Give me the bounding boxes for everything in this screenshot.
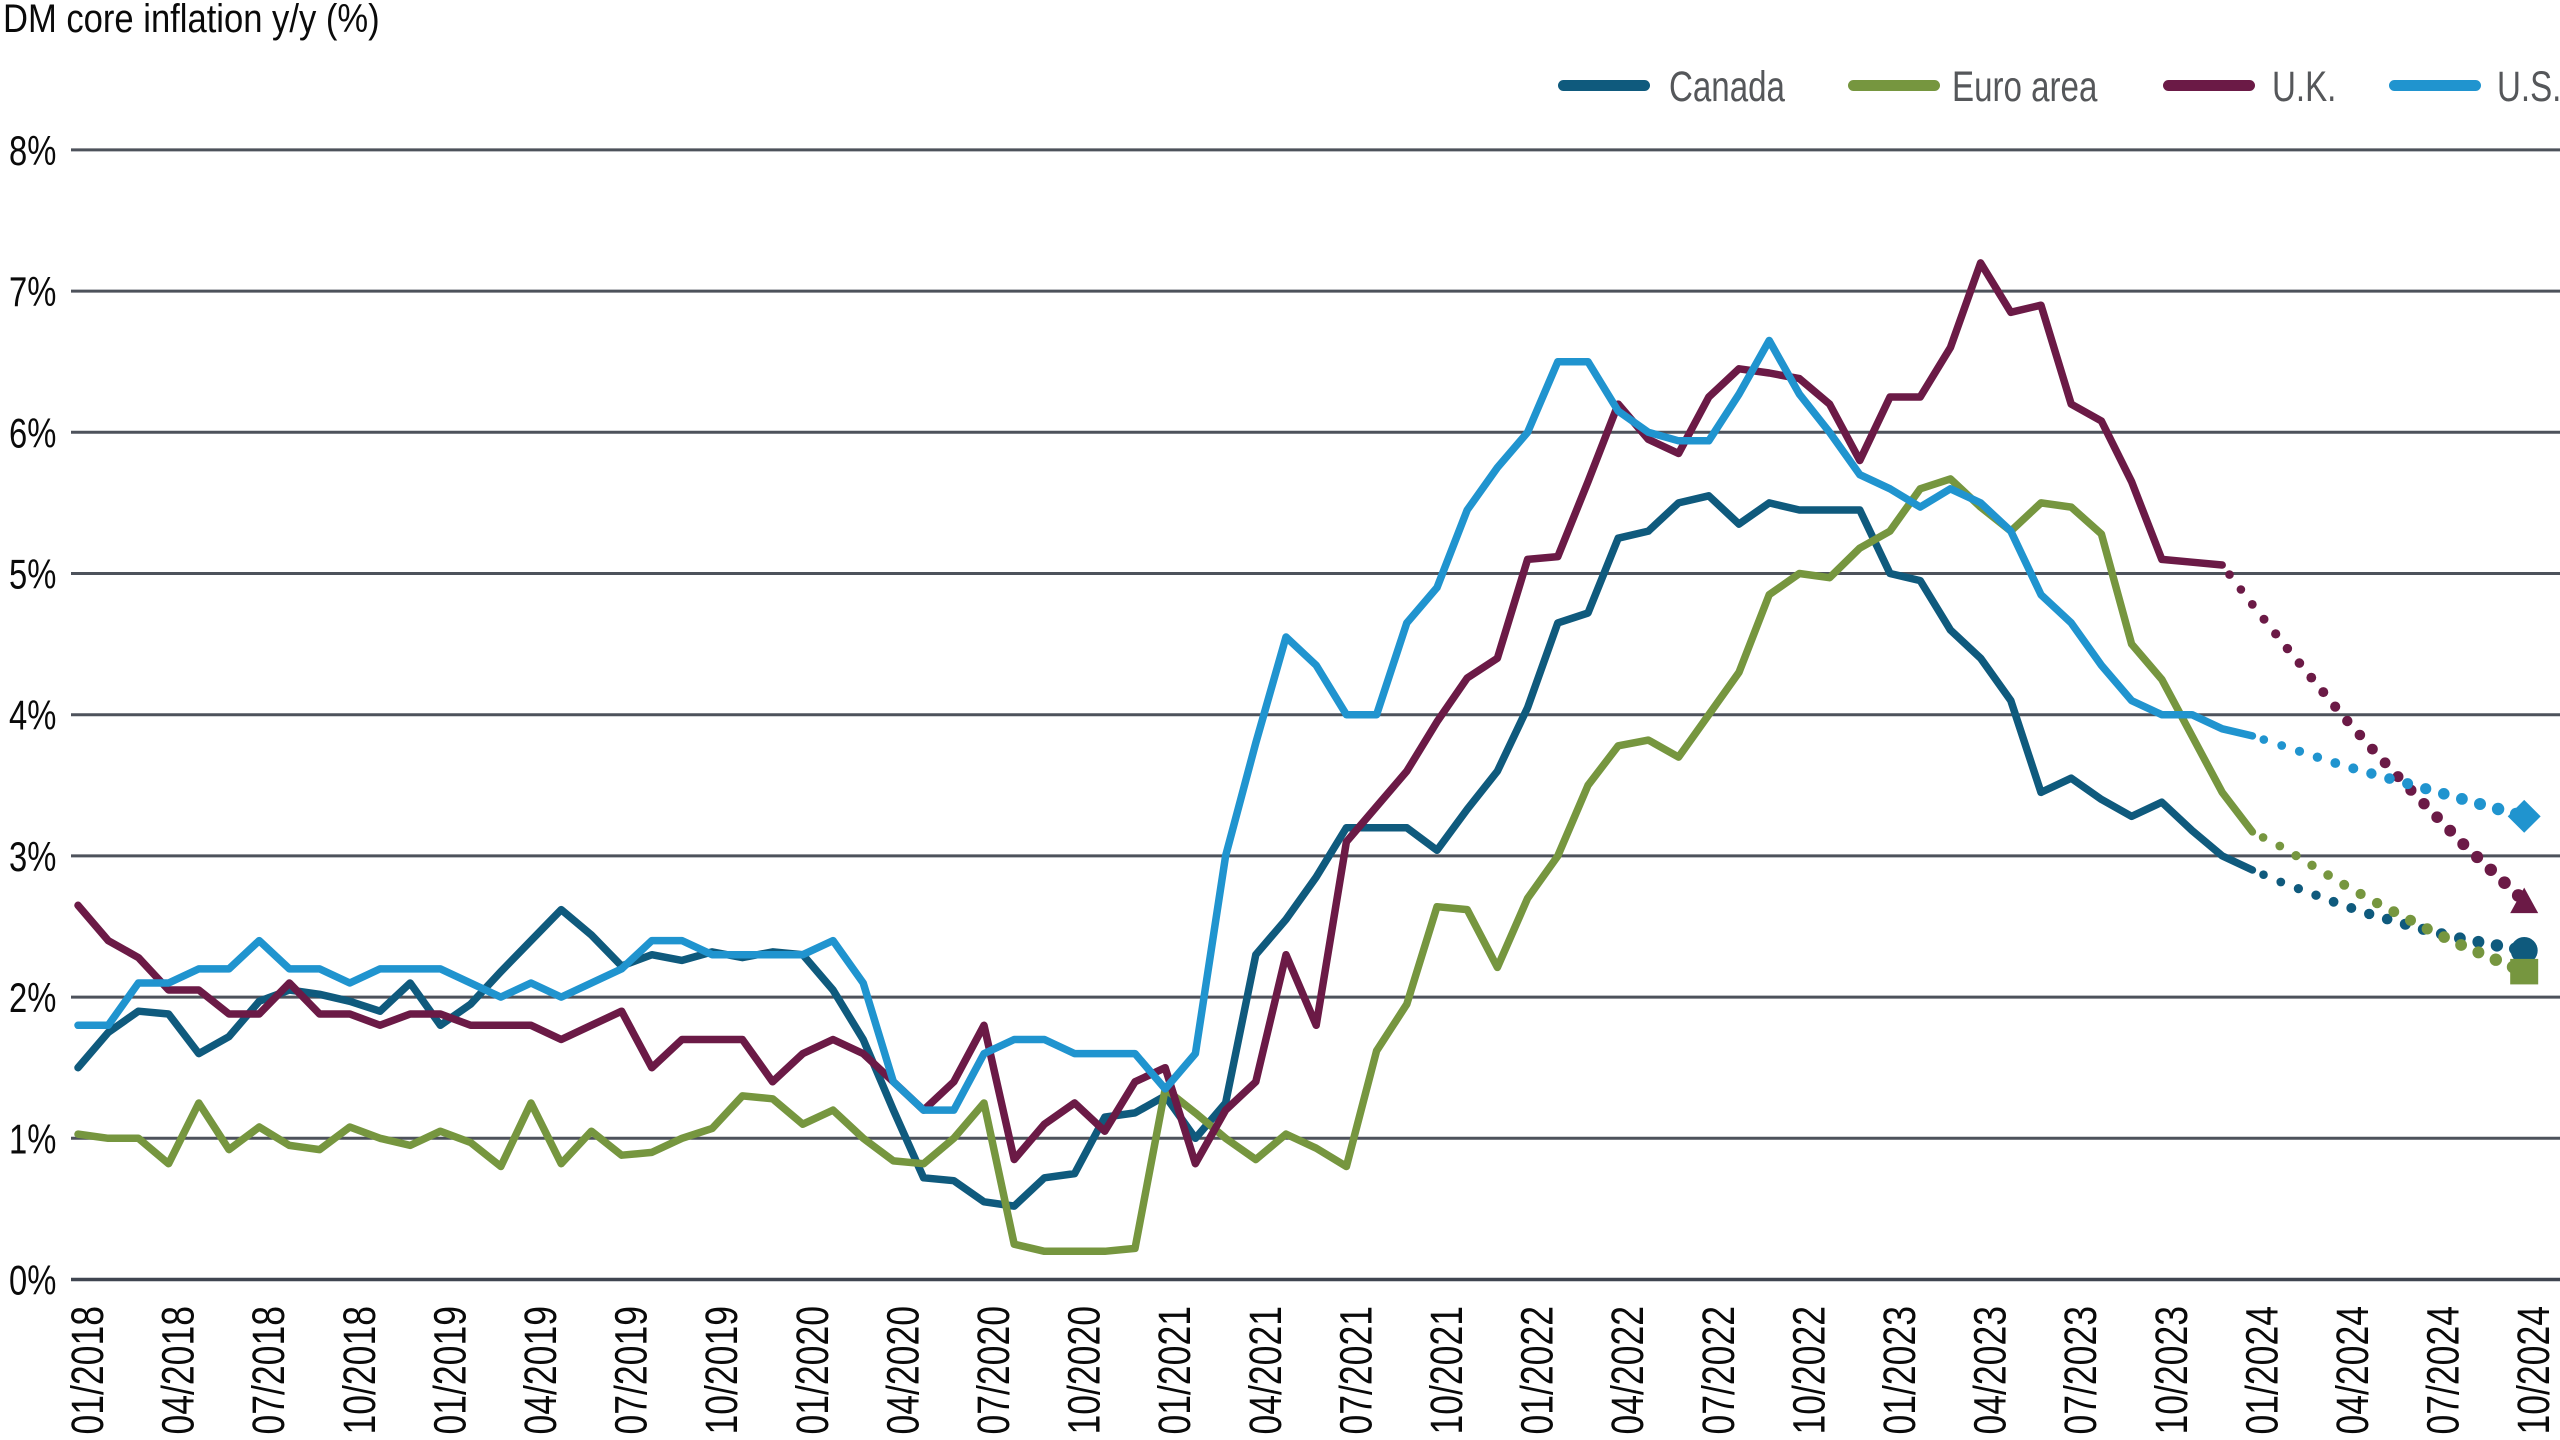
svg-text:07/2018: 07/2018 — [243, 1306, 294, 1435]
svg-text:10/2020: 10/2020 — [1059, 1306, 1110, 1435]
svg-text:8%: 8% — [9, 127, 56, 174]
svg-text:Euro area: Euro area — [1952, 63, 2098, 111]
svg-text:U.S.: U.S. — [2497, 63, 2560, 111]
svg-text:0%: 0% — [9, 1257, 56, 1304]
svg-text:10/2021: 10/2021 — [1421, 1306, 1472, 1435]
svg-text:01/2023: 01/2023 — [1874, 1306, 1925, 1435]
svg-text:07/2024: 07/2024 — [2418, 1306, 2469, 1435]
svg-text:10/2019: 10/2019 — [696, 1306, 747, 1435]
svg-text:04/2018: 04/2018 — [153, 1306, 204, 1435]
svg-text:Canada: Canada — [1669, 63, 1786, 111]
svg-text:04/2024: 04/2024 — [2327, 1306, 2378, 1435]
svg-text:5%: 5% — [9, 551, 56, 598]
svg-text:01/2022: 01/2022 — [1512, 1306, 1563, 1435]
svg-text:07/2021: 07/2021 — [1330, 1306, 1381, 1435]
svg-text:1%: 1% — [9, 1115, 56, 1162]
svg-text:10/2018: 10/2018 — [334, 1306, 385, 1435]
svg-text:01/2019: 01/2019 — [424, 1306, 475, 1435]
svg-text:04/2023: 04/2023 — [1965, 1306, 2016, 1435]
svg-text:01/2021: 01/2021 — [1149, 1306, 1200, 1435]
svg-text:6%: 6% — [9, 409, 56, 456]
svg-text:10/2023: 10/2023 — [2146, 1306, 2197, 1435]
svg-text:7%: 7% — [9, 268, 56, 315]
svg-text:DM core inflation y/y (%): DM core inflation y/y (%) — [3, 0, 380, 41]
svg-text:01/2020: 01/2020 — [787, 1306, 838, 1435]
svg-text:10/2022: 10/2022 — [1783, 1306, 1834, 1435]
svg-text:01/2024: 01/2024 — [2236, 1306, 2287, 1435]
svg-text:01/2018: 01/2018 — [62, 1306, 113, 1435]
svg-text:07/2019: 07/2019 — [606, 1306, 657, 1435]
svg-text:04/2020: 04/2020 — [877, 1306, 928, 1435]
svg-text:10/2024: 10/2024 — [2508, 1306, 2559, 1435]
svg-text:07/2020: 07/2020 — [968, 1306, 1019, 1435]
svg-text:07/2022: 07/2022 — [1693, 1306, 1744, 1435]
svg-text:04/2022: 04/2022 — [1602, 1306, 1653, 1435]
svg-text:3%: 3% — [9, 833, 56, 880]
svg-text:2%: 2% — [9, 974, 56, 1021]
svg-text:04/2021: 04/2021 — [1240, 1306, 1291, 1435]
svg-text:U.K.: U.K. — [2272, 63, 2336, 111]
svg-text:07/2023: 07/2023 — [2055, 1306, 2106, 1435]
svg-text:4%: 4% — [9, 692, 56, 739]
svg-text:04/2019: 04/2019 — [515, 1306, 566, 1435]
